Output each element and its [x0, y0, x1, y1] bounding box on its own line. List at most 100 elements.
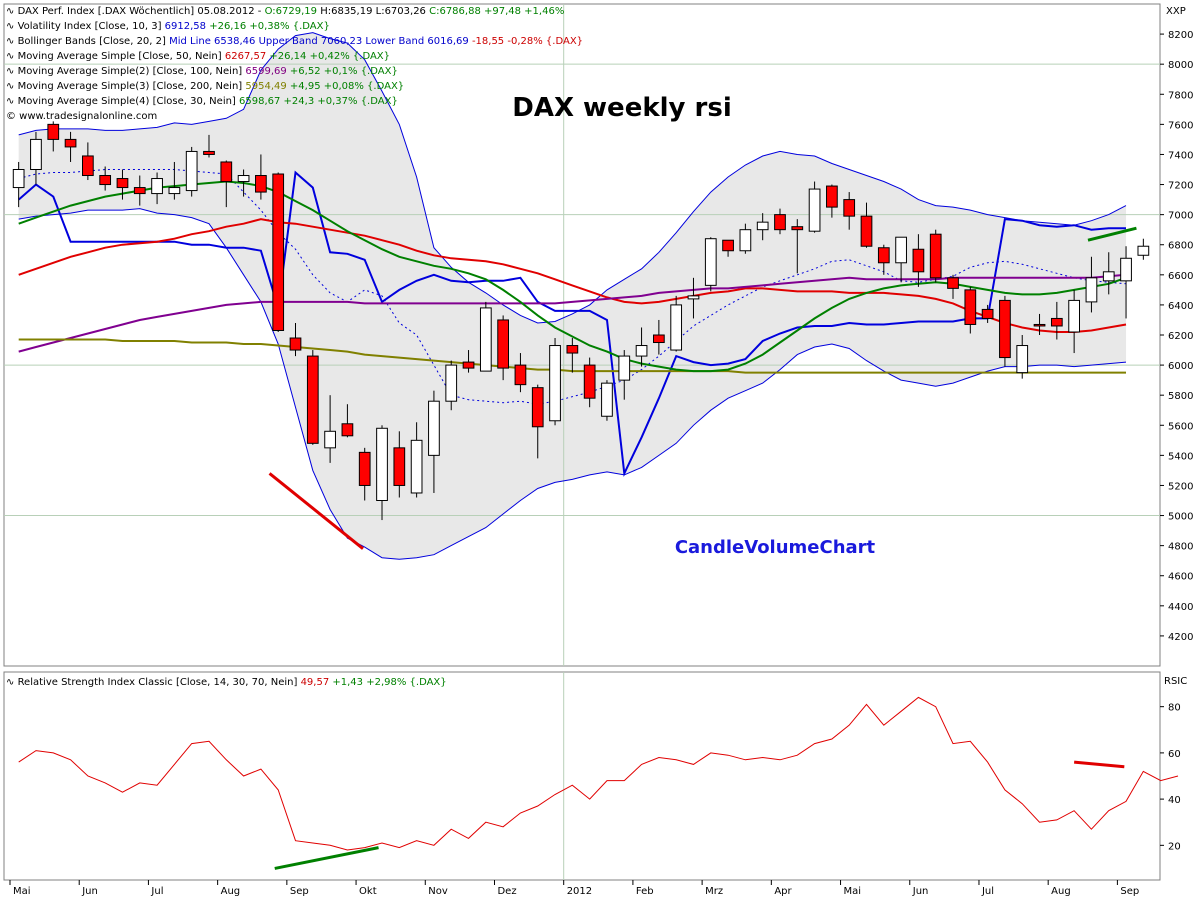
candle-body: [289, 337, 302, 351]
candle-body: [410, 439, 423, 494]
y-tick-label: 6400: [1168, 301, 1193, 312]
y-tick-label: 4200: [1168, 632, 1193, 643]
rsi-legend-name: Relative Strength Index Classic [Close, …: [18, 677, 301, 688]
candle: [791, 219, 804, 274]
legend-change: C:6786,88 +97,48 +1,46%: [429, 6, 564, 17]
candle-body: [168, 187, 181, 195]
series-bollinger-upper-band: [18, 32, 1127, 324]
candle-body: [808, 188, 821, 232]
candle: [549, 338, 561, 426]
legend-icon: ∿: [6, 51, 18, 62]
candle-body: [1102, 271, 1115, 282]
candle-body: [12, 169, 25, 189]
candle: [30, 131, 42, 185]
legend-row: ∿ Moving Average Simple(3) [Close, 200, …: [6, 81, 404, 92]
candle: [1085, 256, 1098, 313]
legend-icon: ∿: [6, 36, 18, 47]
legend-row: ∿ Moving Average Simple(2) [Close, 100, …: [6, 66, 398, 77]
candle-body: [964, 289, 977, 325]
time-axis: Mai Jun Jul Aug Sep Okt Nov Dez 2012 Feb Mrz Apr Mai…: [9, 880, 1139, 897]
candle: [981, 304, 994, 323]
candle: [376, 425, 388, 521]
x-tick-label: Sep: [1120, 886, 1139, 897]
candle: [64, 131, 77, 162]
candle-body: [756, 221, 769, 231]
x-tick-label: 2012: [567, 886, 592, 897]
legend-value: 6912,58: [165, 21, 210, 32]
legend-name: Moving Average Simple(2) [Close, 100, Ne…: [18, 66, 246, 77]
x-tick-label: Mai: [13, 886, 31, 897]
legend-row: ∿ Bollinger Bands [Close, 20, 2] Mid Lin…: [6, 36, 583, 47]
legend-change: +26,14 +0,42% {.DAX}: [269, 51, 390, 62]
candle-body: [220, 161, 233, 183]
candle-body: [1120, 257, 1132, 282]
rsi-y-tick-label: 20: [1168, 841, 1181, 852]
candle-body: [185, 150, 198, 192]
rsi-trendline: [274, 846, 379, 870]
candle-body: [929, 233, 942, 279]
candle-body: [272, 173, 285, 331]
candle: [947, 274, 959, 299]
x-tick-label: Jul: [150, 886, 163, 897]
x-tick-label: Aug: [1051, 886, 1071, 897]
legend-value: 6599,69: [245, 66, 290, 77]
candle: [306, 350, 319, 445]
candle: [203, 134, 215, 158]
x-tick-label: Apr: [774, 886, 792, 897]
candle-body: [497, 319, 510, 369]
candle-body: [203, 150, 215, 155]
candle-body: [358, 451, 371, 486]
candle-body: [826, 185, 838, 208]
candle-body: [843, 199, 856, 217]
candle: [618, 350, 631, 400]
candle-body: [479, 307, 492, 372]
y-tick-label: 6800: [1168, 241, 1193, 252]
x-tick-label: Jun: [81, 886, 98, 897]
rsi-y-tick-label: 60: [1168, 749, 1181, 760]
legend: ∿ DAX Perf. Index [.DAX Wöchentlich] 05.…: [6, 6, 583, 122]
candle: [1102, 252, 1115, 295]
legend-value: O:6729,19: [265, 6, 321, 17]
x-tick-label: Nov: [428, 886, 448, 897]
y-tick-label: 6000: [1168, 361, 1193, 372]
candle: [220, 160, 233, 208]
candle-body: [151, 178, 163, 195]
series-moving-average-simple-50: [18, 218, 1127, 333]
y-tick-label: 8200: [1168, 30, 1193, 41]
legend-name: Bollinger Bands [Close, 20, 2]: [18, 36, 170, 47]
y-tick-label: 5000: [1168, 512, 1193, 523]
candle: [185, 146, 198, 197]
legend-mid: H:6835,19 L:6703,26: [320, 6, 429, 17]
legend-row: ∿ Volatility Index [Close, 10, 3] 6912,5…: [6, 21, 330, 32]
candle: [341, 404, 354, 438]
x-tick-label: Jul: [981, 886, 994, 897]
rsi-panel-frame: [3, 671, 1161, 881]
y-tick-label: 7200: [1168, 181, 1193, 192]
candle: [237, 169, 250, 197]
candle: [583, 357, 596, 408]
y-tick-label: 5200: [1168, 481, 1193, 492]
candle: [860, 202, 873, 248]
x-tick-label: Okt: [359, 886, 377, 897]
y-tick-label: 8000: [1168, 60, 1193, 71]
legend-change: +24,3 +0,37% {.DAX}: [284, 96, 398, 107]
trendline: [268, 472, 364, 550]
legend-icon: ∿: [6, 677, 18, 688]
candle-body: [445, 364, 458, 402]
candle: [133, 175, 146, 206]
candle-body: [47, 123, 60, 140]
candle-body: [462, 361, 475, 369]
candle-body: [531, 387, 544, 428]
legend-icon: ∿: [6, 66, 18, 77]
rsi-y-tick-label: 40: [1168, 795, 1181, 806]
legend-change: +26,16 +0,38% {.DAX}: [209, 21, 330, 32]
y-tick-label: 5400: [1168, 451, 1193, 462]
candle: [1050, 301, 1063, 340]
candle: [1137, 238, 1150, 260]
rsi-trendline: [1073, 760, 1125, 769]
rsi-y-tick-label: 80: [1168, 703, 1181, 714]
candle-body: [635, 345, 648, 357]
legend-name: DAX Perf. Index [.DAX Wöchentlich] 05.08…: [18, 6, 265, 17]
candle-body: [81, 155, 94, 177]
candle: [289, 322, 302, 357]
